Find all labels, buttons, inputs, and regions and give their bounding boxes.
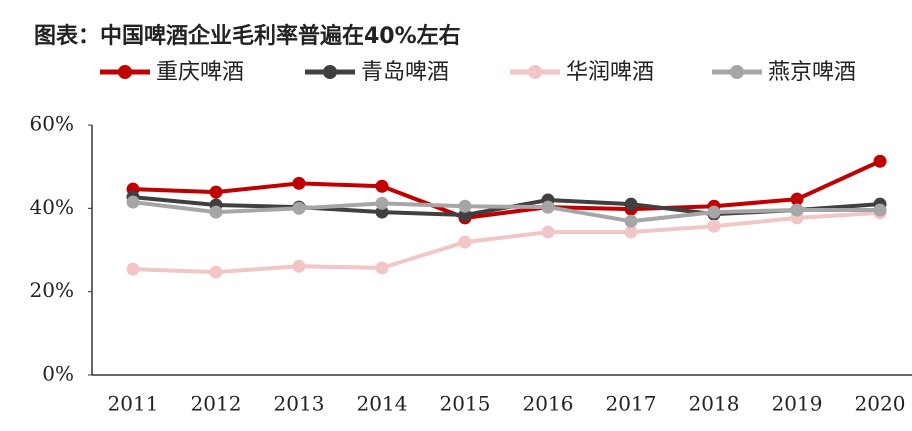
data-point <box>458 199 472 213</box>
series-line <box>132 210 881 275</box>
data-point <box>209 265 223 279</box>
legend-label: 青岛啤酒 <box>361 60 449 85</box>
x-tick-label: 2016 <box>523 392 574 416</box>
legend-marker <box>118 65 132 79</box>
data-point <box>624 197 638 211</box>
data-point <box>624 225 638 239</box>
data-point <box>624 214 638 228</box>
x-tick-label: 2013 <box>274 392 325 416</box>
x-tick-label: 2017 <box>606 392 657 416</box>
data-point <box>292 259 306 273</box>
legend-label: 燕京啤酒 <box>768 60 856 85</box>
data-point <box>458 235 472 249</box>
data-point <box>790 203 804 217</box>
x-tick-label: 2018 <box>689 392 740 416</box>
data-point <box>707 205 721 219</box>
legend-marker <box>528 65 542 79</box>
data-point <box>375 196 389 210</box>
x-tick-label: 2019 <box>772 392 823 416</box>
data-point <box>126 195 140 209</box>
y-tick-label: 0% <box>42 362 74 386</box>
legend-marker <box>323 65 337 79</box>
y-tick-label: 20% <box>30 278 74 302</box>
x-tick-label: 2012 <box>191 392 242 416</box>
data-point <box>375 261 389 275</box>
legend-marker <box>730 65 744 79</box>
legend-label: 华润啤酒 <box>566 60 654 85</box>
series-line <box>132 159 881 220</box>
data-point <box>292 176 306 190</box>
x-tick-label: 2015 <box>440 392 491 416</box>
data-point <box>209 185 223 199</box>
data-point <box>126 262 140 276</box>
y-tick-label: 60% <box>30 112 74 136</box>
chart-title: 图表：中国啤酒企业毛利率普遍在40%左右 <box>34 23 461 49</box>
data-point <box>375 179 389 193</box>
x-tick-label: 2014 <box>357 392 408 416</box>
legend-label: 重庆啤酒 <box>156 60 244 85</box>
data-point <box>873 154 887 168</box>
y-tick-label: 40% <box>30 195 74 219</box>
data-point <box>541 225 555 239</box>
data-point <box>209 205 223 219</box>
data-point <box>292 201 306 215</box>
x-tick-label: 2020 <box>855 392 906 416</box>
data-point <box>790 192 804 206</box>
data-point <box>707 219 721 233</box>
series-line <box>132 200 880 224</box>
data-point <box>541 200 555 214</box>
x-tick-label: 2011 <box>108 392 159 416</box>
data-point <box>873 203 887 217</box>
